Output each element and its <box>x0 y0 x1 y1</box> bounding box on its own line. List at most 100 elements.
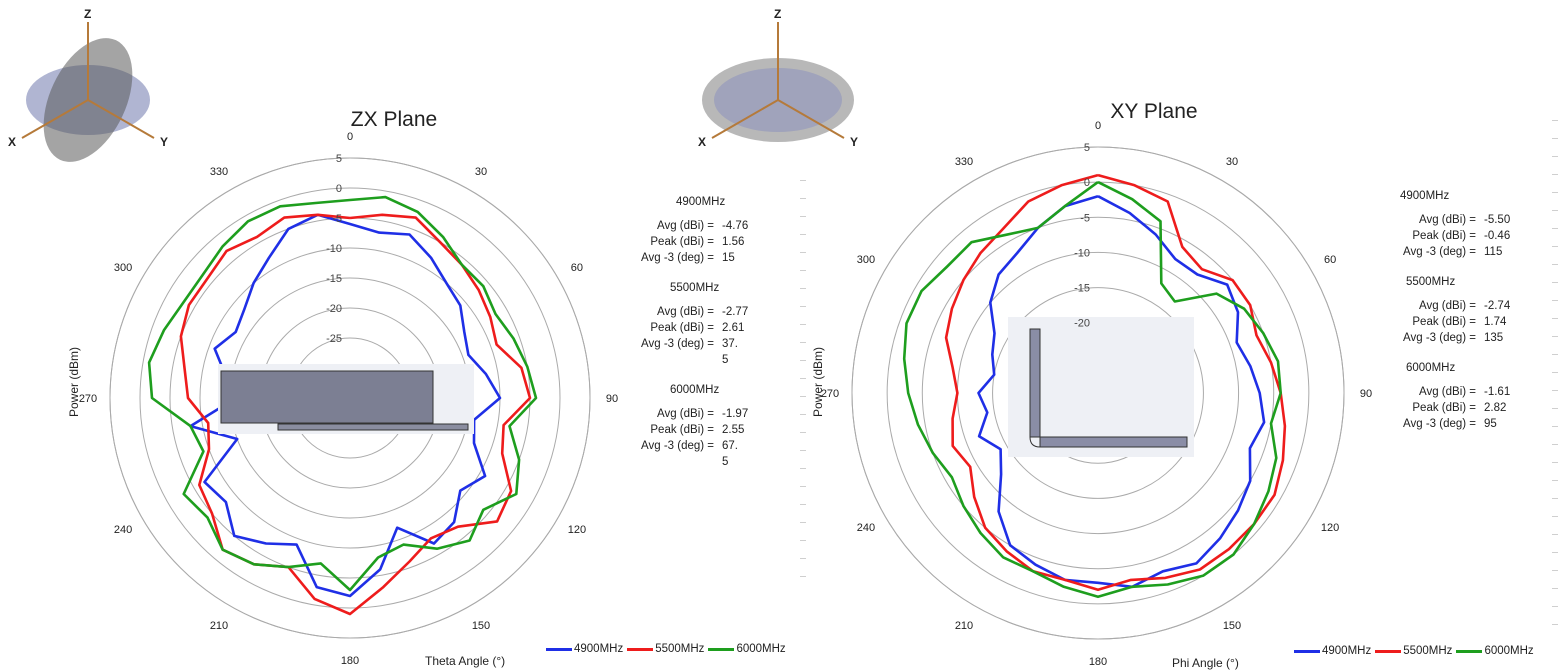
angle-tick-label: 240 <box>857 522 875 534</box>
series-line-5500MHz <box>944 173 1287 592</box>
xy-model-vertical <box>1029 328 1041 438</box>
stats-avg3-label: Avg -3 (deg) = <box>1403 418 1476 430</box>
stats-avg3-label: Avg -3 (deg) = <box>1403 246 1476 258</box>
legend-swatch <box>627 647 654 651</box>
stats-peak-label: Peak (dBi) = <box>650 424 714 436</box>
angle-tick-label: 210 <box>210 620 228 632</box>
zx-polar-series <box>147 195 538 616</box>
angle-tick-label: 90 <box>1360 388 1372 400</box>
xy-stats-5500: 5500MHz Avg (dBi) = -2.74 Peak (dBi) = 1.7… <box>1380 274 1510 346</box>
angle-tick-label: 30 <box>475 166 487 178</box>
angle-tick-label: 120 <box>568 524 586 536</box>
zx-polar-labels: 50-5-10-15-20-25030609012015018021024027… <box>67 108 618 668</box>
legend-item-5500: 5500MHz <box>623 643 704 655</box>
xy-polar-labels: 50-5-10-15-20030609012015018021024027030… <box>811 100 1372 670</box>
legend-label: 4900MHz <box>574 643 624 655</box>
zx-stats-5500: 5500MHz Avg (dBi) = -2.77 Peak (dBi) = 2.6… <box>618 280 748 368</box>
radial-tick-label: 0 <box>1084 177 1090 189</box>
angle-tick-label: 240 <box>114 524 132 536</box>
stats-avg-value: -2.74 <box>1484 300 1511 312</box>
stats-avg3-label: Avg -3 (deg) = <box>641 338 714 350</box>
angle-tick-label: 90 <box>606 393 618 405</box>
stats-peak-value: 2.61 <box>722 322 745 334</box>
x-axis-label: Phi Angle (°) <box>1172 656 1239 670</box>
legend-label: 5500MHz <box>655 643 705 655</box>
polar-ring <box>921 216 1275 570</box>
angle-tick-label: 150 <box>472 620 490 632</box>
series-line-6000MHz <box>902 180 1282 599</box>
stats-avg3-value: 67. 5 <box>722 440 738 468</box>
xy-model-bend <box>1029 436 1041 448</box>
angle-tick-label: 330 <box>955 156 973 168</box>
zx-plane-orientation-icon: Z X Y <box>8 7 168 162</box>
polar-ring <box>139 187 561 609</box>
x-axis-label: Theta Angle (°) <box>425 654 505 668</box>
stats-avg3-value: 95 <box>1484 418 1497 430</box>
stats-avg-value: -4.76 <box>722 220 749 232</box>
angle-tick-label: 270 <box>821 388 839 400</box>
stats-peak-value: 2.82 <box>1484 402 1507 414</box>
series-line-4900MHz <box>189 213 502 598</box>
y-axis-line <box>87 99 155 139</box>
y-axis-line <box>777 99 845 139</box>
chart-title: XY Plane <box>1110 100 1197 123</box>
y-axis-label: Power (dBm) <box>67 347 81 417</box>
stats-avg-label: Avg (dBi) = <box>1419 300 1476 312</box>
zx-stats-panel: 4900MHz Avg (dBi) = -4.76 Peak (dBi) = 1.5… <box>618 194 748 484</box>
x-axis-label: X <box>8 135 16 149</box>
polar-ring <box>109 157 591 639</box>
angle-tick-label: 270 <box>79 393 97 405</box>
stats-peak-value: 1.56 <box>722 236 745 248</box>
x-axis-line <box>21 99 89 139</box>
zx-stats-6000: 6000MHz Avg (dBi) = -1.97 Peak (dBi) = 2.5… <box>618 382 748 470</box>
xy-legend: 4900MHz 5500MHz 6000MHz <box>1294 645 1534 657</box>
stats-avg3-value: 135 <box>1484 332 1504 344</box>
x-axis-line <box>711 99 779 139</box>
radial-tick-label: -10 <box>326 243 342 255</box>
stats-avg-value: -1.61 <box>1484 386 1511 398</box>
legend-swatch <box>708 647 735 651</box>
legend-swatch <box>1456 649 1483 653</box>
angle-tick-label: 300 <box>114 262 132 274</box>
stats-avg-value: -1.97 <box>722 408 749 420</box>
angle-tick-label: 180 <box>341 655 359 667</box>
angle-tick-label: 210 <box>955 620 973 632</box>
stats-avg-label: Avg (dBi) = <box>657 306 714 318</box>
stats-avg-value: -5.50 <box>1484 214 1511 226</box>
angle-tick-label: 30 <box>1226 156 1238 168</box>
zx-model-plate <box>220 370 434 424</box>
stats-peak-value: -0.46 <box>1484 230 1511 242</box>
radial-tick-label: -15 <box>1074 283 1090 295</box>
angle-tick-label: 60 <box>571 262 583 274</box>
legend-label: 6000MHz <box>736 643 786 655</box>
legend-item-4900: 4900MHz <box>1294 645 1371 657</box>
chart2-separator <box>1552 120 1562 642</box>
angle-tick-label: 0 <box>1095 120 1101 132</box>
angle-tick-label: 60 <box>1324 254 1336 266</box>
angle-tick-label: 120 <box>1321 522 1339 534</box>
y-axis-label: Y <box>850 135 858 149</box>
stats-peak-label: Peak (dBi) = <box>650 322 714 334</box>
angle-tick-label: 0 <box>347 131 353 143</box>
radial-tick-label: 5 <box>1084 142 1090 154</box>
stats-frequency: 6000MHz <box>1406 362 1456 374</box>
radial-tick-label: -5 <box>1080 212 1090 224</box>
z-axis-label: Z <box>774 7 781 21</box>
stats-avg3-label: Avg -3 (deg) = <box>641 252 714 264</box>
legend-label: 5500MHz <box>1403 645 1453 657</box>
legend-label: 6000MHz <box>1484 645 1534 657</box>
polar-ring <box>851 146 1345 640</box>
radial-tick-label: 5 <box>336 153 342 165</box>
stats-peak-label: Peak (dBi) = <box>1412 316 1476 328</box>
polar-ring <box>992 287 1204 499</box>
stats-frequency: 4900MHz <box>1400 190 1450 202</box>
xy-stats-panel: 4900MHz Avg (dBi) = -5.50 Peak (dBi) = -0.… <box>1380 188 1510 446</box>
angle-tick-label: 300 <box>857 254 875 266</box>
legend-label: 4900MHz <box>1322 645 1372 657</box>
legend-item-6000: 6000MHz <box>1452 645 1534 657</box>
stats-avg3-label: Avg -3 (deg) = <box>641 440 714 452</box>
stats-avg-value: -2.77 <box>722 306 749 318</box>
y-axis-label: Power (dBm) <box>811 347 825 417</box>
radial-tick-label: -5 <box>332 213 342 225</box>
